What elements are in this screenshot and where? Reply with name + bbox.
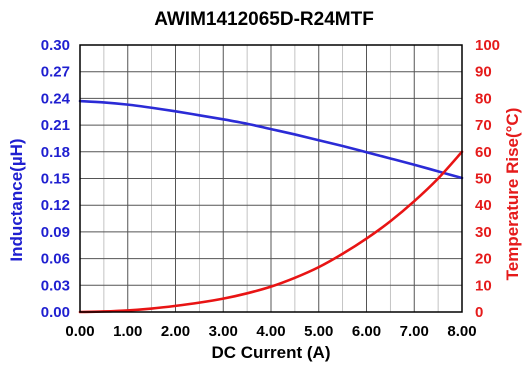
y-right-tick-label: 50 xyxy=(475,171,492,188)
x-tick-label: 2.00 xyxy=(161,323,190,340)
series-layer xyxy=(78,99,464,314)
y-right-tick-label: 60 xyxy=(475,144,492,161)
temperature-rise-series-line xyxy=(78,150,464,314)
y-right-axis-label: Temperature Rise(°C) xyxy=(503,108,522,281)
x-tick-label: 5.00 xyxy=(304,323,333,340)
y-right-tick-label: 10 xyxy=(475,277,492,294)
x-axis-label: DC Current (A) xyxy=(212,343,331,362)
y-left-tick-labels: 0.00 0.03 0.06 0.09 0.12 0.15 0.18 0.21 0.24 0.27… xyxy=(41,37,71,321)
y-right-tick-label: 0 xyxy=(475,304,483,321)
y-left-tick-label: 0.24 xyxy=(41,90,71,107)
y-right-tick-label: 70 xyxy=(475,117,492,134)
y-left-tick-label: 0.00 xyxy=(41,304,70,321)
y-left-tick-label: 0.21 xyxy=(41,117,70,134)
y-left-tick-label: 0.27 xyxy=(41,64,70,81)
x-tick-label: 8.00 xyxy=(447,323,476,340)
y-left-tick-label: 0.15 xyxy=(41,171,70,188)
y-right-tick-label: 90 xyxy=(475,64,492,81)
x-tick-label: 4.00 xyxy=(256,323,285,340)
x-tick-label: 6.00 xyxy=(352,323,381,340)
x-tick-label: 0.00 xyxy=(65,323,94,340)
x-tick-label: 1.00 xyxy=(113,323,142,340)
inductance-series-line xyxy=(78,99,464,180)
grid xyxy=(79,44,463,313)
y-left-tick-label: 0.30 xyxy=(41,37,70,54)
y-right-tick-label: 80 xyxy=(475,90,492,107)
y-left-tick-label: 0.18 xyxy=(41,144,70,161)
y-left-axis-label: Inductance(µH) xyxy=(7,138,26,261)
y-left-tick-label: 0.06 xyxy=(41,251,70,268)
y-right-tick-label: 30 xyxy=(475,224,492,241)
chart-title: AWIM1412065D-R24MTF xyxy=(154,9,374,30)
x-tick-label: 7.00 xyxy=(400,323,429,340)
y-left-tick-label: 0.09 xyxy=(41,224,70,241)
y-left-tick-label: 0.12 xyxy=(41,197,70,214)
y-right-tick-label: 20 xyxy=(475,251,492,268)
x-tick-label: 3.00 xyxy=(209,323,238,340)
x-tick-labels: 0.00 1.00 2.00 3.00 4.00 5.00 6.00 7.00 8.00 xyxy=(65,323,476,340)
y-right-tick-label: 100 xyxy=(475,37,500,54)
y-right-tick-labels: 0 10 20 30 40 50 60 70 80 90 100 xyxy=(475,37,500,321)
plot-frame xyxy=(79,44,463,313)
y-left-tick-label: 0.03 xyxy=(41,277,70,294)
y-right-tick-label: 40 xyxy=(475,197,492,214)
